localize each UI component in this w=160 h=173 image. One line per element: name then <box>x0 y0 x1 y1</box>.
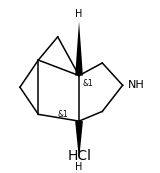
Polygon shape <box>75 21 83 76</box>
Text: H: H <box>75 162 83 172</box>
Text: H: H <box>75 9 83 19</box>
Text: HCl: HCl <box>68 149 92 163</box>
Text: &1: &1 <box>83 79 94 88</box>
Text: NH: NH <box>128 80 144 90</box>
Text: &1: &1 <box>58 110 68 119</box>
Polygon shape <box>75 121 83 160</box>
